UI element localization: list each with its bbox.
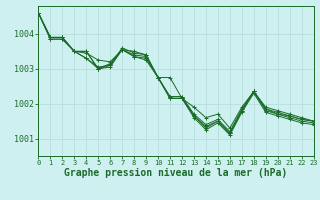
X-axis label: Graphe pression niveau de la mer (hPa): Graphe pression niveau de la mer (hPa) (64, 168, 288, 178)
